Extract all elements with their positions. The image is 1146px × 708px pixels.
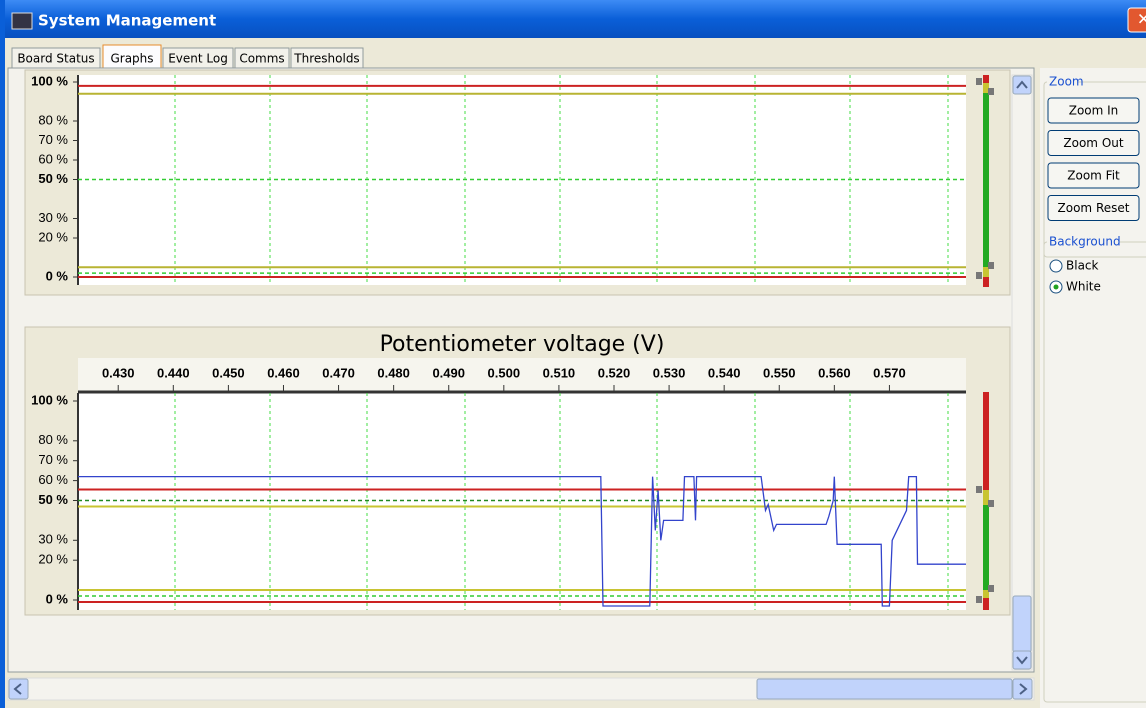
window-border bbox=[0, 0, 5, 708]
y-tick-label: 70 % bbox=[38, 132, 68, 147]
y-tick-label: 100 % bbox=[31, 73, 68, 88]
x-tick-label: 0.570 bbox=[873, 365, 906, 380]
group-title-bg bbox=[1047, 75, 1077, 87]
arrow-icon bbox=[1019, 683, 1028, 695]
arrow-icon bbox=[1016, 80, 1028, 89]
level-bar bbox=[983, 392, 989, 490]
app-icon bbox=[11, 12, 33, 30]
radio-button[interactable] bbox=[1049, 259, 1063, 273]
x-tick-label: 0.560 bbox=[818, 365, 851, 380]
radio-label: White bbox=[1066, 280, 1101, 294]
radio-label: Black bbox=[1066, 259, 1099, 273]
level-handle[interactable] bbox=[976, 272, 982, 279]
level-bar bbox=[983, 277, 989, 287]
level-handle[interactable] bbox=[988, 88, 994, 95]
button-label: Zoom Reset bbox=[1058, 201, 1130, 215]
level-bar bbox=[983, 598, 989, 610]
level-bar bbox=[983, 83, 989, 93]
x-tick-label: 0.440 bbox=[157, 365, 190, 380]
close-button[interactable] bbox=[1127, 7, 1146, 33]
tab-label: Event Log bbox=[168, 52, 228, 66]
group-title-bg bbox=[1047, 235, 1119, 247]
side-controls: Zoom Zoom In Zoom Out Zoom Fit Zoom Reset Bac… bbox=[1047, 75, 1140, 294]
scroll-down[interactable] bbox=[1012, 650, 1032, 670]
level-bar bbox=[983, 93, 989, 267]
x-tick-label: 0.430 bbox=[102, 365, 135, 380]
y-tick-label: 60 % bbox=[38, 151, 68, 166]
x-tick-label: 0.470 bbox=[322, 365, 355, 380]
button-label: Zoom In bbox=[1069, 104, 1119, 118]
graph: 100 % 80 % 70 % 60 % 50 % 30 % 20 % 0 % bbox=[31, 392, 966, 610]
button-label: Zoom Fit bbox=[1067, 169, 1120, 183]
scroll-left[interactable] bbox=[8, 678, 29, 700]
y-tick-label: 20 % bbox=[38, 552, 68, 567]
y-tick-label: 60 % bbox=[38, 472, 68, 487]
y-tick-label: 30 % bbox=[38, 210, 68, 225]
x-tick-label: 0.540 bbox=[708, 365, 741, 380]
graph-title: Potentiometer voltage (V) bbox=[380, 332, 665, 357]
scroll-right[interactable] bbox=[1012, 678, 1033, 700]
x-tick-label: 0.490 bbox=[432, 365, 465, 380]
scroll-thumb[interactable] bbox=[756, 678, 1013, 700]
tab-bar: Board Status Graphs Event Log Comms Threshol… bbox=[11, 44, 364, 70]
zoom-group bbox=[1043, 81, 1146, 258]
title-bar bbox=[0, 0, 1146, 38]
trace-line bbox=[78, 475, 966, 607]
zoom-button[interactable] bbox=[1047, 162, 1140, 189]
x-tick-label: 0.550 bbox=[763, 365, 796, 380]
level-bar bbox=[983, 267, 989, 277]
tab-label: Board Status bbox=[17, 52, 94, 66]
level-handle[interactable] bbox=[976, 596, 982, 603]
x-axis-band bbox=[78, 358, 966, 392]
x-tick-label: 0.510 bbox=[543, 365, 576, 380]
y-tick-label: 50 % bbox=[38, 492, 68, 507]
vertical-scrollbar bbox=[1011, 74, 1033, 671]
y-tick-label: 100 % bbox=[31, 392, 68, 407]
scroll-up[interactable] bbox=[1012, 75, 1032, 95]
level-handle[interactable] bbox=[976, 78, 982, 85]
level-handle[interactable] bbox=[988, 585, 994, 592]
x-tick-label: 0.450 bbox=[212, 365, 245, 380]
y-tick-label: 80 % bbox=[38, 112, 68, 127]
tab-label: Thresholds bbox=[293, 52, 359, 66]
group-title: Zoom bbox=[1049, 75, 1084, 89]
level-handle[interactable] bbox=[988, 262, 994, 269]
graph: 100 % 80 % 70 % 60 % 50 % 30 % 20 % 0 % bbox=[31, 73, 966, 285]
x-tick-label: 0.520 bbox=[598, 365, 631, 380]
x-tick-label: 0.530 bbox=[653, 365, 686, 380]
y-tick-label: 50 % bbox=[38, 171, 68, 186]
trace-group bbox=[78, 475, 966, 607]
close-icon: ✕ bbox=[1137, 10, 1146, 29]
y-tick-label: 80 % bbox=[38, 432, 68, 447]
radio-dot bbox=[1053, 284, 1059, 290]
group-title: Background bbox=[1049, 235, 1121, 249]
arrow-icon bbox=[13, 683, 22, 695]
arrow-icon bbox=[1016, 656, 1028, 665]
tab-active[interactable] bbox=[102, 44, 162, 70]
zoom-button[interactable] bbox=[1047, 97, 1140, 124]
zoom-button[interactable] bbox=[1047, 130, 1140, 156]
y-tick-label: 20 % bbox=[38, 229, 68, 244]
tab-label: Comms bbox=[239, 52, 284, 66]
level-handle[interactable] bbox=[976, 486, 982, 493]
x-tick-label: 0.500 bbox=[488, 365, 521, 380]
button-label: Zoom Out bbox=[1063, 136, 1123, 150]
level-handle[interactable] bbox=[988, 500, 994, 507]
y-tick-label: 70 % bbox=[38, 452, 68, 467]
level-bar bbox=[983, 505, 989, 590]
plot-area bbox=[78, 393, 966, 610]
tab-label: Graphs bbox=[110, 52, 153, 66]
scroll-thumb[interactable] bbox=[1012, 595, 1032, 653]
window-title: System Management bbox=[38, 12, 216, 30]
x-tick-label: 0.480 bbox=[377, 365, 410, 380]
y-tick-label: 0 % bbox=[46, 591, 69, 606]
y-tick-label: 30 % bbox=[38, 532, 68, 547]
x-tick-label: 0.460 bbox=[267, 365, 300, 380]
level-bar bbox=[983, 590, 989, 598]
y-tick-label: 0 % bbox=[46, 268, 69, 283]
level-bar bbox=[983, 75, 989, 83]
level-bar bbox=[983, 490, 989, 505]
zoom-button[interactable] bbox=[1047, 195, 1140, 221]
